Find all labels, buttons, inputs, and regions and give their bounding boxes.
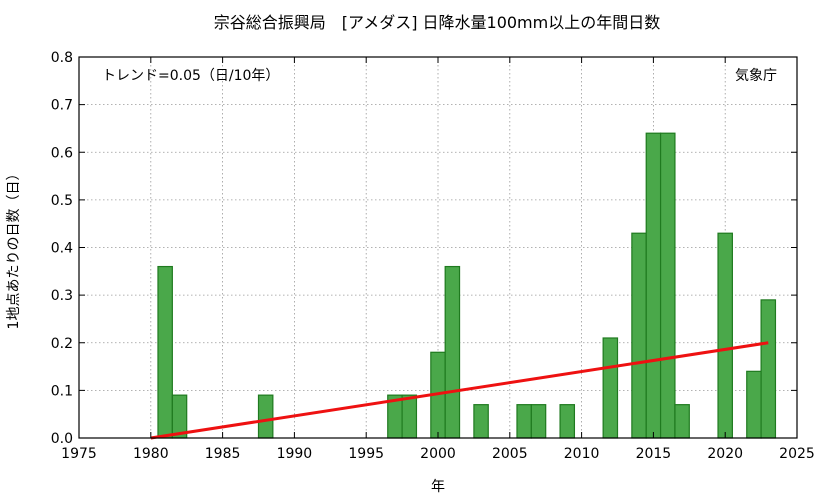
- bars: [157, 132, 777, 439]
- y-tick-label: 0.8: [51, 50, 73, 66]
- x-tick-label: 1995: [348, 446, 384, 462]
- x-tick-label: 1985: [205, 446, 241, 462]
- trend-label: トレンド=0.05（日/10年）: [102, 68, 279, 84]
- x-axis-label: 年: [431, 479, 445, 495]
- x-tick-label: 1980: [133, 446, 169, 462]
- bar: [444, 265, 461, 439]
- y-tick-label: 0.0: [51, 431, 73, 447]
- y-axis: 0.0 0.1 0.2 0.3 0.4 0.5 0.6 0.7 0.8: [51, 50, 797, 447]
- bar: [631, 232, 647, 439]
- bar: [401, 394, 418, 439]
- x-tick-label: 2025: [779, 446, 815, 462]
- y-tick-label: 0.2: [51, 336, 73, 352]
- x-tick-label: 1975: [61, 446, 97, 462]
- x-tick-label: 2005: [492, 446, 528, 462]
- x-tick-label: 2015: [636, 446, 672, 462]
- y-tick-label: 0.1: [51, 383, 73, 399]
- y-tick-label: 0.4: [51, 241, 73, 257]
- y-axis-label: 1地点あたりの日数（日）: [6, 167, 22, 330]
- y-tick-label: 0.5: [51, 193, 73, 209]
- y-tick-label: 0.7: [51, 98, 73, 114]
- bar: [530, 404, 547, 439]
- bar: [559, 404, 576, 439]
- x-axis: 1975 1980 1985 1990 1995 2000 2005 2010 2015 2020…: [61, 57, 815, 462]
- x-tick-label: 2000: [420, 446, 456, 462]
- x-tick-label: 2010: [564, 446, 600, 462]
- bar: [157, 265, 173, 439]
- chart-title: 宗谷総合振興局 [アメダス] 日降水量100mm以上の年間日数: [214, 13, 660, 32]
- y-tick-label: 0.3: [51, 288, 73, 304]
- y-tick-label: 0.6: [51, 145, 73, 161]
- x-tick-label: 2020: [707, 446, 743, 462]
- bar: [516, 404, 532, 439]
- bar: [717, 232, 733, 439]
- trend: [150, 341, 769, 440]
- trend-line: [150, 341, 769, 440]
- x-tick-label: 1990: [277, 446, 313, 462]
- bar: [602, 337, 619, 439]
- bar: [746, 370, 762, 439]
- source-label: 気象庁: [735, 68, 777, 84]
- bar: [257, 394, 274, 439]
- bar: [760, 299, 777, 439]
- bar: [645, 132, 662, 439]
- bar: [674, 404, 690, 439]
- bar: [473, 404, 489, 439]
- bar: [659, 132, 676, 439]
